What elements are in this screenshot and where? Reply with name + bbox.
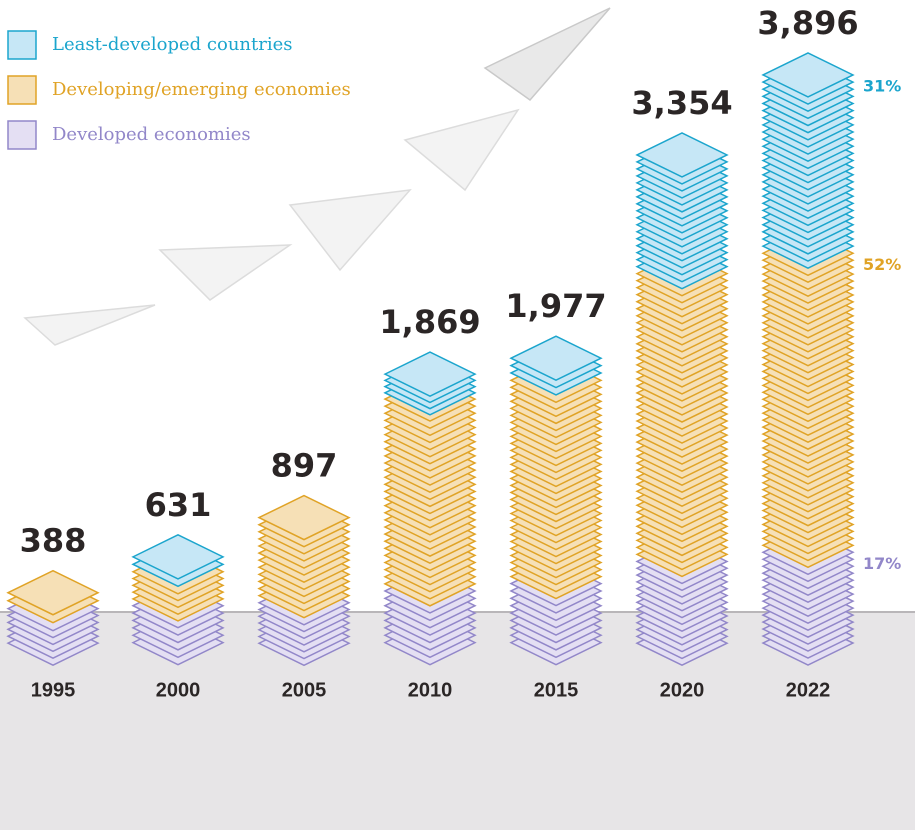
legend-swatch bbox=[7, 30, 37, 60]
sheet bbox=[509, 335, 603, 382]
sheet bbox=[761, 52, 855, 98]
sheet-stack bbox=[383, 568, 477, 666]
x-tick-label: 2020 bbox=[660, 679, 705, 701]
legend-label: Developed economies bbox=[52, 124, 251, 145]
total-label: 3,354 bbox=[631, 84, 732, 122]
x-tick-label: 2000 bbox=[156, 679, 201, 701]
legend-swatch bbox=[7, 75, 37, 105]
x-tick-label: 2022 bbox=[786, 679, 831, 701]
sheet-stack bbox=[257, 494, 351, 619]
share-label: 52% bbox=[863, 255, 901, 274]
sheet-stack bbox=[761, 230, 855, 569]
sheet-stack bbox=[6, 569, 100, 624]
sheet bbox=[131, 534, 225, 580]
share-label: 31% bbox=[863, 76, 901, 95]
sheet-stack bbox=[635, 250, 729, 578]
sheet bbox=[383, 351, 477, 397]
sheet bbox=[635, 132, 729, 178]
sheet-stack bbox=[383, 351, 477, 416]
sheet bbox=[257, 494, 351, 541]
sheet-stack bbox=[761, 52, 855, 269]
sheet-stack bbox=[131, 534, 225, 588]
x-tick-label: 2005 bbox=[282, 679, 327, 701]
total-label: 388 bbox=[20, 522, 87, 560]
x-tick-label: 2015 bbox=[534, 679, 579, 701]
sheet-stack bbox=[635, 132, 729, 290]
sheet bbox=[6, 569, 100, 616]
legend-swatch bbox=[7, 120, 37, 150]
x-tick-label: 2010 bbox=[408, 679, 453, 701]
sheet-stack bbox=[509, 335, 603, 396]
share-label: 17% bbox=[863, 554, 901, 573]
x-tick-label: 1995 bbox=[31, 679, 76, 701]
legend-label: Least-developed countries bbox=[52, 34, 293, 55]
total-label: 3,896 bbox=[757, 4, 858, 42]
total-label: 631 bbox=[145, 486, 212, 524]
total-label: 1,977 bbox=[505, 287, 606, 325]
total-label: 897 bbox=[271, 447, 338, 485]
total-label: 1,869 bbox=[379, 303, 480, 341]
legend-label: Developing/emerging economies bbox=[52, 79, 351, 100]
paper-planes bbox=[23, 7, 611, 346]
sheet-stack bbox=[383, 376, 477, 607]
